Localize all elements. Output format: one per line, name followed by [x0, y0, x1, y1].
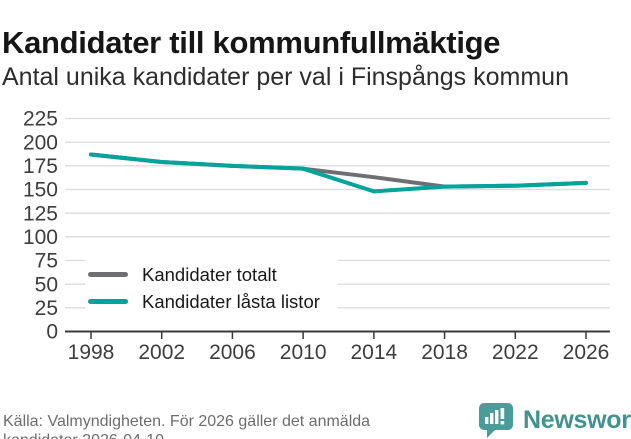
exclamation-bar: [500, 408, 505, 419]
x-tick-label: 2002: [138, 341, 185, 364]
y-tick-label: 200: [23, 131, 58, 154]
x-tick-label: 2022: [492, 341, 539, 364]
exclamation-dot: [500, 421, 505, 425]
y-tick-label: 125: [23, 202, 58, 225]
y-tick-label: 25: [35, 297, 58, 320]
y-tick-label: 175: [23, 155, 58, 178]
x-tick-label: 1998: [68, 341, 115, 364]
x-tick-label: 2026: [563, 341, 610, 364]
newsworthy-branding: Newsworthy: [477, 401, 631, 439]
y-tick-label: 0: [46, 321, 58, 344]
legend-label: Kandidater totalt: [142, 263, 277, 285]
x-tick-label: 2006: [209, 341, 256, 364]
chart-title: Kandidater till kommunfullmäktige: [2, 24, 501, 60]
newsworthy-logo-icon: [479, 403, 513, 438]
y-tick-label: 75: [35, 250, 58, 273]
x-tick-label: 2014: [350, 341, 397, 364]
legend-swatch: [88, 272, 128, 277]
newsworthy-logo-text: Newsworthy: [523, 405, 631, 434]
y-tick-label: 50: [35, 273, 58, 296]
legend-item: Kandidater låsta listor: [88, 288, 320, 315]
legend-label: Kandidater låsta listor: [142, 290, 320, 312]
bar-chart-glyph: [485, 408, 505, 425]
y-tick-label: 150: [23, 179, 58, 202]
legend-item: Kandidater totalt: [88, 261, 320, 288]
chart-subtitle: Antal unika kandidater per val i Finspån…: [2, 63, 569, 91]
source-note: Källa: Valmyndigheten. För 2026 gäller d…: [3, 413, 371, 439]
x-tick-label: 2018: [421, 341, 468, 364]
y-tick-label: 225: [23, 108, 58, 131]
y-tick-label: 100: [23, 226, 58, 249]
chart-legend: Kandidater totalt Kandidater låsta listor: [85, 258, 338, 320]
series-line-kandidater-l-sta-listor: [89, 152, 588, 194]
legend-swatch: [88, 299, 128, 304]
x-tick-label: 2010: [280, 341, 327, 364]
